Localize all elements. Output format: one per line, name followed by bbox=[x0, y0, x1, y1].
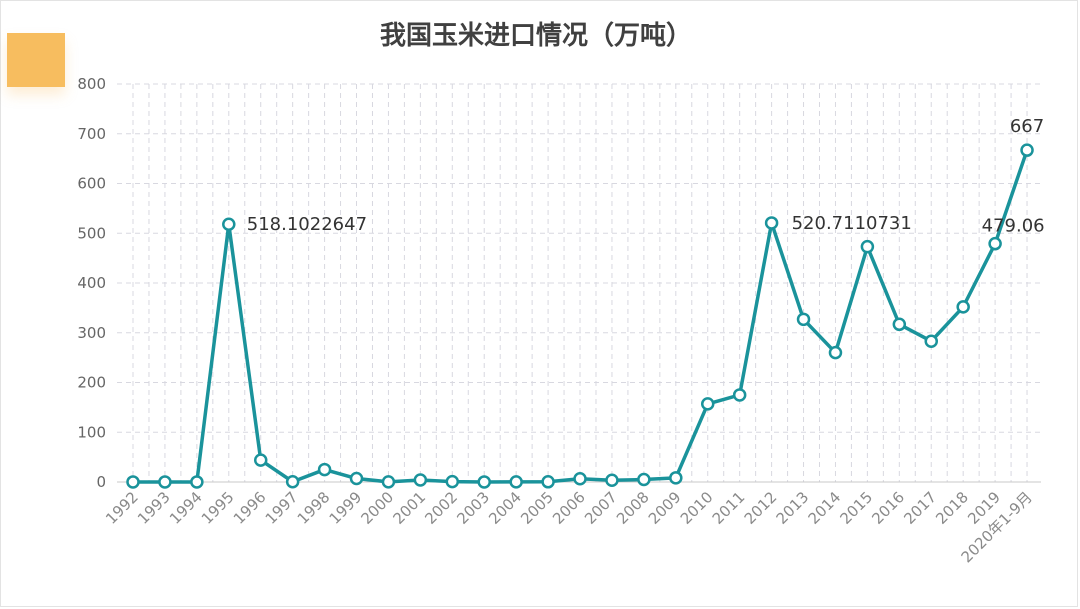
x-tick-label: 2010 bbox=[677, 488, 717, 528]
data-labels: 518.1022647 520.7110731 479.06 667 bbox=[247, 116, 1045, 237]
data-point bbox=[126, 475, 140, 489]
x-tick-label: 1992 bbox=[102, 488, 142, 528]
data-point bbox=[158, 475, 172, 489]
x-tick-label: 2012 bbox=[741, 488, 781, 528]
data-point bbox=[732, 388, 747, 402]
data-point bbox=[509, 475, 523, 489]
x-tick-label: 1998 bbox=[294, 488, 334, 528]
x-tick-label: 2014 bbox=[805, 488, 845, 528]
x-tick-label: 2009 bbox=[645, 488, 685, 528]
x-tick-label: 2017 bbox=[900, 488, 940, 528]
y-tick-label: 500 bbox=[77, 224, 106, 242]
y-tick-label: 200 bbox=[77, 374, 106, 392]
data-point bbox=[413, 473, 428, 487]
x-tick-label: 2007 bbox=[581, 488, 621, 528]
x-tick-label: 2000 bbox=[358, 488, 398, 528]
x-tick-label: 1993 bbox=[134, 488, 174, 528]
y-tick-label: 800 bbox=[77, 75, 106, 93]
x-tick-label: 2005 bbox=[517, 488, 557, 528]
data-point bbox=[924, 334, 938, 348]
data-point bbox=[669, 471, 683, 485]
x-tick-label: 1995 bbox=[198, 488, 238, 528]
x-tick-label: 1997 bbox=[262, 488, 302, 528]
data-point bbox=[222, 217, 236, 231]
x-tick-label: 2006 bbox=[549, 488, 589, 528]
data-point bbox=[349, 471, 364, 486]
data-point bbox=[605, 473, 619, 488]
data-point bbox=[828, 345, 843, 360]
y-tick-label: 600 bbox=[77, 175, 106, 193]
data-point bbox=[860, 239, 875, 254]
data-point bbox=[190, 475, 204, 489]
x-tick-label: 1996 bbox=[230, 488, 270, 528]
x-tick-label: 2003 bbox=[453, 488, 493, 528]
data-point bbox=[541, 475, 555, 489]
x-tick-label: 2002 bbox=[421, 488, 461, 528]
x-tick-label: 1999 bbox=[326, 488, 366, 528]
x-tick-label: 2018 bbox=[932, 488, 972, 528]
x-tick-label: 2011 bbox=[709, 488, 749, 528]
data-point bbox=[573, 472, 587, 486]
markers bbox=[126, 143, 1034, 489]
data-point bbox=[700, 397, 715, 411]
y-tick-label: 0 bbox=[96, 473, 106, 491]
chart-title: 我国玉米进口情况（万吨） bbox=[380, 21, 692, 51]
x-tick-label: 2004 bbox=[485, 488, 525, 528]
data-point bbox=[637, 472, 651, 487]
data-point bbox=[381, 475, 396, 489]
data-point bbox=[477, 475, 491, 489]
data-point bbox=[988, 236, 1002, 251]
data-point bbox=[1020, 143, 1034, 157]
x-tick-label: 2001 bbox=[389, 488, 429, 528]
data-point bbox=[796, 312, 811, 327]
data-point bbox=[892, 317, 907, 332]
data-label: 520.7110731 bbox=[792, 213, 912, 234]
x-tick-label: 2013 bbox=[773, 488, 813, 528]
data-point bbox=[317, 462, 332, 477]
y-tick-label: 100 bbox=[77, 423, 106, 441]
x-tick-label: 2015 bbox=[836, 488, 876, 528]
data-point bbox=[764, 216, 779, 230]
data-label: 518.1022647 bbox=[247, 214, 367, 235]
data-point bbox=[445, 474, 460, 489]
data-point bbox=[253, 453, 268, 467]
x-tick-label: 1994 bbox=[166, 488, 206, 528]
data-label: 667 bbox=[1010, 116, 1044, 137]
data-point bbox=[956, 300, 970, 314]
decorative-accent-block bbox=[7, 33, 65, 87]
y-tick-label: 400 bbox=[77, 274, 106, 292]
data-point bbox=[285, 475, 300, 489]
x-tick-label: 2016 bbox=[868, 488, 908, 528]
x-tick-label: 2008 bbox=[613, 488, 653, 528]
y-tick-label: 700 bbox=[77, 125, 106, 143]
y-tick-label: 300 bbox=[77, 324, 106, 342]
data-label: 479.06 bbox=[982, 216, 1045, 237]
